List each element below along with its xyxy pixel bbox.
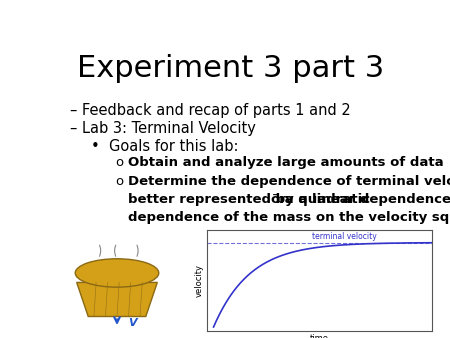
Text: o: o <box>116 175 124 188</box>
Text: Experiment 3 part 3: Experiment 3 part 3 <box>77 54 384 82</box>
Text: V: V <box>129 318 137 328</box>
Text: a quadratic: a quadratic <box>280 193 371 206</box>
Polygon shape <box>76 283 158 316</box>
Text: terminal velocity: terminal velocity <box>312 232 377 241</box>
Y-axis label: velocity: velocity <box>195 264 204 297</box>
Text: dependence of the mass on the velocity squared?: dependence of the mass on the velocity s… <box>128 211 450 224</box>
Text: – Feedback and recap of parts 1 and 2: – Feedback and recap of parts 1 and 2 <box>70 103 351 118</box>
Text: – Lab 3: Terminal Velocity: – Lab 3: Terminal Velocity <box>70 121 256 136</box>
Text: o: o <box>116 156 124 169</box>
X-axis label: time: time <box>310 334 329 338</box>
Text: Determine the dependence of terminal velocity on mass: is it: Determine the dependence of terminal vel… <box>128 175 450 188</box>
Text: better represented by a linear dependence: better represented by a linear dependenc… <box>128 193 450 206</box>
Text: •  Goals for this lab:: • Goals for this lab: <box>91 140 238 154</box>
Text: Obtain and analyze large amounts of data: Obtain and analyze large amounts of data <box>128 156 443 169</box>
Text: or: or <box>271 193 287 206</box>
Ellipse shape <box>75 259 159 287</box>
